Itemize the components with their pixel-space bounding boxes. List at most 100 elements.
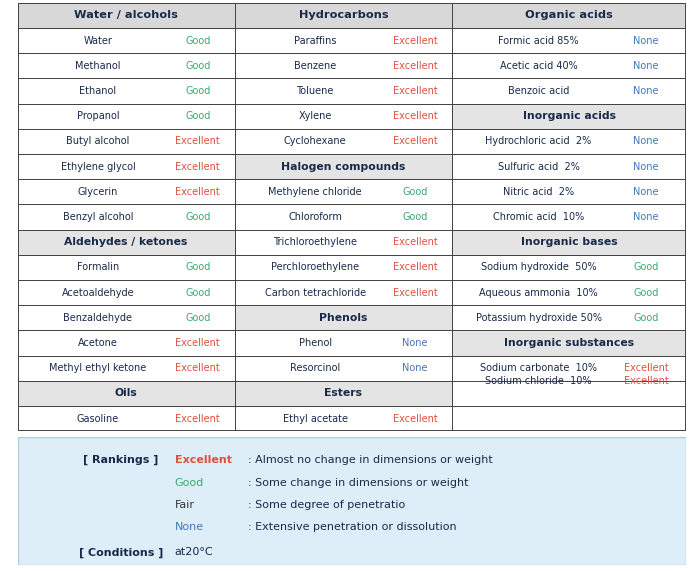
Text: Inorganic substances: Inorganic substances	[504, 338, 634, 348]
Text: Methanol: Methanol	[75, 61, 120, 71]
Bar	[18, 129, 234, 154]
Bar	[18, 3, 234, 28]
Text: Excellent: Excellent	[176, 363, 220, 373]
Text: Formic acid 85%: Formic acid 85%	[498, 35, 579, 46]
Text: at20°C: at20°C	[174, 548, 214, 557]
Text: Good: Good	[185, 288, 211, 297]
Text: [ Rankings ]: [ Rankings ]	[83, 455, 159, 465]
Bar	[18, 28, 234, 53]
Text: None: None	[174, 522, 204, 532]
Bar	[234, 154, 452, 179]
Bar	[452, 230, 686, 255]
Bar	[234, 103, 452, 129]
Bar	[18, 331, 234, 356]
Text: Good: Good	[185, 262, 211, 272]
Text: Benzoic acid: Benzoic acid	[508, 86, 569, 96]
Text: Toluene: Toluene	[297, 86, 334, 96]
Bar	[452, 356, 686, 406]
Bar	[452, 53, 686, 78]
Bar	[18, 204, 234, 230]
Bar	[452, 356, 686, 406]
Text: Paraffins: Paraffins	[294, 35, 337, 46]
Text: None: None	[402, 338, 428, 348]
Text: Good: Good	[634, 313, 659, 323]
Text: : Almost no change in dimensions or weight: : Almost no change in dimensions or weig…	[248, 455, 493, 465]
Text: Hydrochloric acid  2%: Hydrochloric acid 2%	[486, 136, 592, 146]
Bar	[234, 28, 452, 53]
Text: Trichloroethylene: Trichloroethylene	[273, 237, 357, 247]
Bar	[18, 78, 234, 103]
Bar	[234, 305, 452, 331]
Bar	[234, 230, 452, 255]
Bar	[452, 331, 686, 356]
Bar	[18, 305, 234, 331]
Bar	[452, 53, 686, 78]
Bar	[18, 255, 234, 280]
Text: Esters: Esters	[324, 388, 363, 399]
Bar	[234, 331, 452, 356]
Text: : Extensive penetration or dissolution: : Extensive penetration or dissolution	[248, 522, 457, 532]
Text: Ethanol: Ethanol	[79, 86, 116, 96]
Bar	[452, 331, 686, 356]
Text: None: None	[634, 35, 659, 46]
Bar	[18, 230, 234, 255]
Text: Excellent: Excellent	[393, 237, 438, 247]
Text: Glycerin: Glycerin	[78, 187, 118, 197]
Text: Acetoaldehyde: Acetoaldehyde	[62, 288, 134, 297]
Bar	[234, 381, 452, 406]
Text: Sodium hydroxide  50%: Sodium hydroxide 50%	[481, 262, 596, 272]
Bar	[234, 129, 452, 154]
Bar	[18, 103, 234, 129]
Text: Inorganic acids: Inorganic acids	[522, 111, 615, 121]
Text: None: None	[402, 363, 428, 373]
Text: Phenol: Phenol	[299, 338, 332, 348]
Text: Halogen compounds: Halogen compounds	[281, 162, 405, 172]
Bar	[18, 381, 234, 406]
Bar	[18, 280, 234, 305]
Bar	[452, 179, 686, 204]
Text: Perchloroethylene: Perchloroethylene	[271, 262, 359, 272]
Text: Oils: Oils	[115, 388, 137, 399]
Bar	[452, 255, 686, 280]
Bar	[452, 280, 686, 305]
Bar	[234, 53, 452, 78]
Text: Inorganic bases: Inorganic bases	[521, 237, 617, 247]
Text: Excellent: Excellent	[393, 86, 438, 96]
Text: Cyclohexane: Cyclohexane	[284, 136, 346, 146]
Bar	[234, 356, 452, 381]
Text: Good: Good	[185, 35, 211, 46]
Bar	[452, 280, 686, 305]
Text: Formalin: Formalin	[77, 262, 119, 272]
Bar	[18, 53, 234, 78]
Text: Gasoline: Gasoline	[77, 413, 119, 424]
Bar	[18, 78, 234, 103]
Bar	[18, 154, 234, 179]
Bar	[452, 204, 686, 230]
Bar	[234, 280, 452, 305]
Text: Xylene: Xylene	[298, 111, 332, 121]
Bar	[18, 381, 234, 406]
Text: Sulfuric acid  2%: Sulfuric acid 2%	[498, 162, 580, 172]
Text: Excellent: Excellent	[393, 111, 438, 121]
Bar	[234, 28, 452, 53]
Text: Excellent: Excellent	[176, 338, 220, 348]
Bar	[452, 204, 686, 230]
Bar	[452, 103, 686, 129]
Bar	[234, 78, 452, 103]
Text: Good: Good	[185, 313, 211, 323]
Text: Water: Water	[83, 35, 112, 46]
Text: Propanol: Propanol	[76, 111, 119, 121]
Text: Acetic acid 40%: Acetic acid 40%	[500, 61, 578, 71]
Text: Good: Good	[185, 212, 211, 222]
Text: Good: Good	[634, 288, 659, 297]
Text: Potassium hydroxide 50%: Potassium hydroxide 50%	[475, 313, 601, 323]
Bar	[452, 3, 686, 28]
Bar	[452, 154, 686, 179]
Text: Good: Good	[634, 262, 659, 272]
Bar	[234, 179, 452, 204]
Bar	[452, 3, 686, 28]
Bar	[452, 305, 686, 331]
Bar	[452, 78, 686, 103]
Text: Ethyl acetate: Ethyl acetate	[283, 413, 348, 424]
Text: Good: Good	[402, 212, 428, 222]
